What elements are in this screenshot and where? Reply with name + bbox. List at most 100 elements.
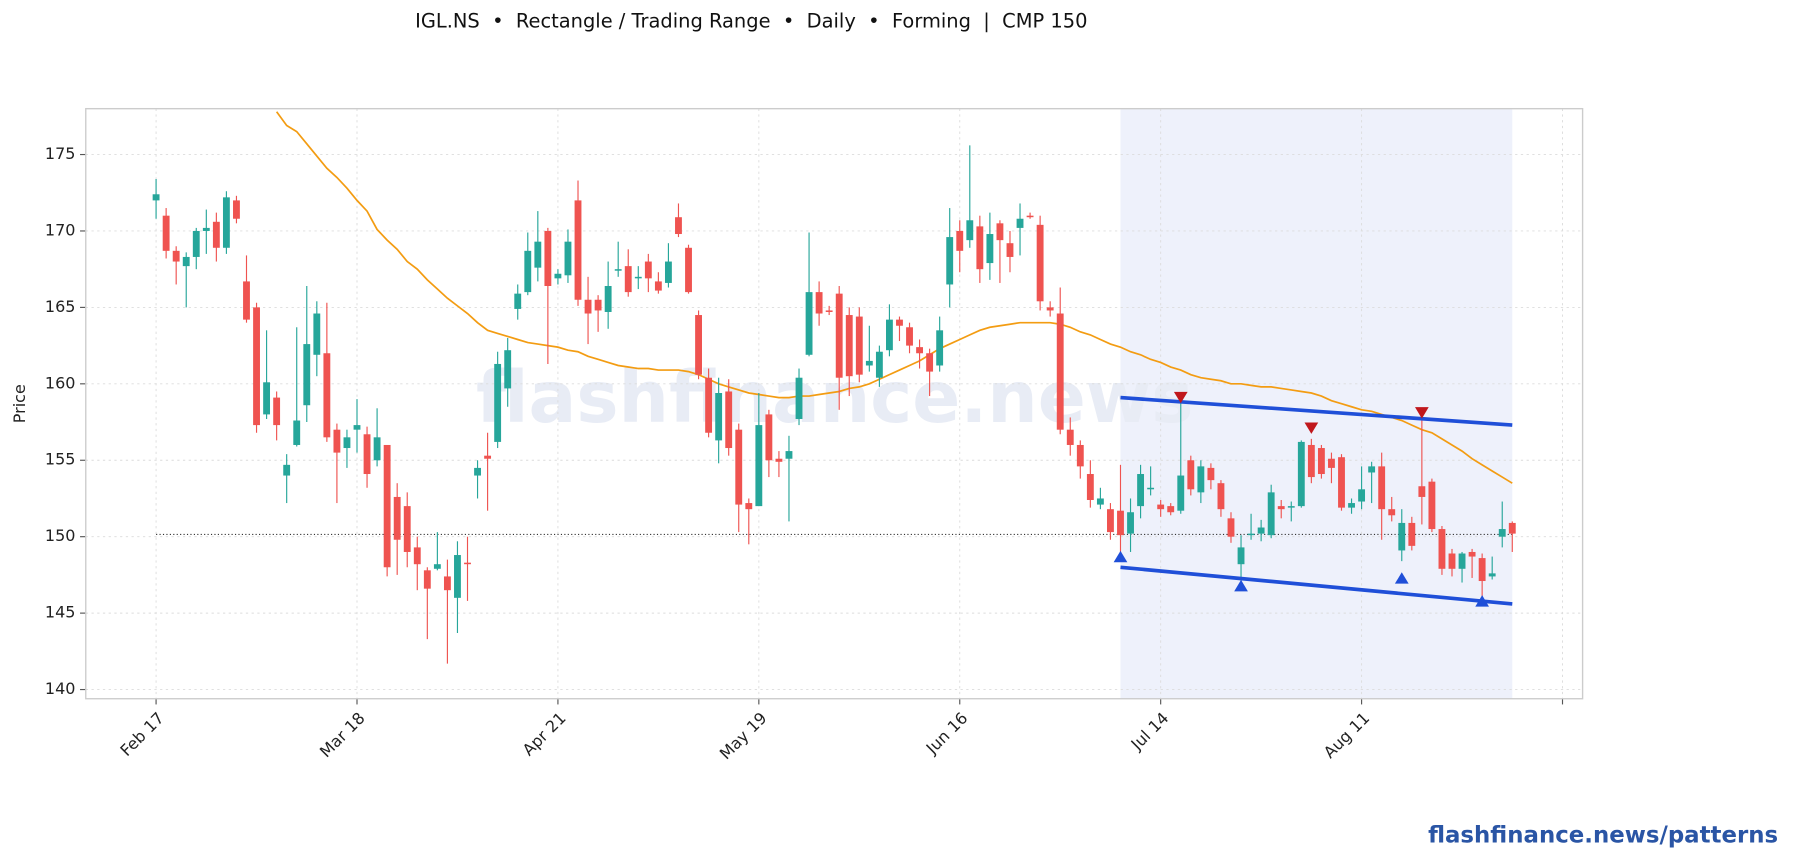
- candle-body: [875, 351, 883, 378]
- candle-body: [1217, 483, 1225, 510]
- candle-body: [1006, 243, 1014, 257]
- candle-body: [725, 391, 733, 449]
- candle-body: [1177, 475, 1185, 511]
- y-tick-label: 165: [45, 297, 76, 316]
- candle-body: [1418, 486, 1426, 497]
- y-tick-label: 150: [45, 526, 76, 545]
- candle-body: [1488, 573, 1496, 577]
- candle-body: [966, 220, 974, 241]
- candle-body: [1096, 498, 1104, 505]
- candle-body: [1237, 547, 1245, 565]
- moving-average: [275, 111, 1513, 484]
- candle-body: [273, 397, 281, 426]
- candle-body: [785, 451, 793, 459]
- candle-body: [1478, 558, 1486, 582]
- candle-body: [805, 292, 813, 355]
- candle-body: [1498, 529, 1506, 537]
- candle-body: [353, 425, 361, 430]
- candle-body: [1338, 457, 1345, 508]
- candle-body: [1448, 553, 1456, 569]
- candle-body: [1026, 215, 1034, 218]
- x-tick-label: Apr 21: [519, 708, 570, 759]
- candle-body: [1328, 458, 1335, 468]
- candle-body: [695, 315, 702, 375]
- candle-body: [1117, 510, 1124, 536]
- candle-body: [926, 353, 934, 372]
- candle-body: [795, 377, 803, 419]
- candle-body: [996, 223, 1004, 241]
- candle-body: [1388, 509, 1396, 516]
- y-tick-label: 160: [45, 373, 76, 392]
- candle-body: [1368, 466, 1376, 473]
- candle-body: [654, 281, 662, 291]
- candle-body: [775, 458, 783, 462]
- pivot-high-marker: [1415, 407, 1429, 419]
- candle-body: [182, 256, 190, 267]
- candle-body: [172, 250, 180, 262]
- candle-body: [755, 425, 763, 507]
- candle-body: [865, 360, 873, 366]
- candle-body: [1468, 551, 1476, 557]
- candle-body: [1277, 506, 1285, 510]
- candle-body: [825, 310, 833, 312]
- candle-body: [644, 261, 652, 279]
- pivot-low-marker: [1113, 550, 1128, 563]
- candle-body: [333, 429, 341, 453]
- candle-body: [855, 316, 863, 375]
- pivot-low-marker: [1394, 572, 1409, 584]
- candle-body: [383, 444, 391, 568]
- candle-body: [685, 247, 692, 293]
- candle-body: [624, 266, 632, 293]
- candle-body: [584, 299, 592, 314]
- candle-body: [494, 363, 502, 442]
- candle-body: [343, 437, 351, 449]
- candle-body: [976, 226, 984, 270]
- candle-body: [534, 241, 542, 268]
- candle-body: [765, 414, 773, 461]
- candle-body: [664, 261, 672, 283]
- candle-body: [1147, 487, 1155, 490]
- footer: flashfinance.news/patterns: [1428, 822, 1778, 848]
- x-tick-label: May 19: [716, 708, 771, 763]
- candle-body: [1398, 522, 1406, 551]
- candle-body: [946, 237, 954, 285]
- pivot-low-marker: [1234, 579, 1248, 592]
- candle-body: [1297, 441, 1305, 507]
- plot-area: flashfinance.news: [85, 108, 1583, 699]
- resistance-line: [1120, 395, 1513, 427]
- pivot-high-marker: [1173, 391, 1188, 404]
- candle-body: [835, 293, 843, 378]
- candle-body: [715, 392, 723, 441]
- candle-body: [243, 281, 250, 320]
- x-tick-label: Jul 14: [1127, 708, 1173, 754]
- candle-body: [1378, 466, 1386, 510]
- candle-body: [1317, 448, 1325, 475]
- pivot-high-marker: [1304, 422, 1319, 434]
- candle-body: [373, 437, 381, 461]
- candle-body: [423, 570, 431, 589]
- candle-body: [1157, 504, 1165, 510]
- candle-body: [705, 377, 713, 433]
- candle-body: [1167, 506, 1175, 513]
- candle-body: [544, 230, 552, 286]
- y-tick-label: 155: [45, 450, 76, 469]
- watermark: flashfinance.news: [476, 356, 1193, 439]
- candle-body: [574, 200, 582, 300]
- y-tick-label: 170: [45, 220, 76, 239]
- candle-body: [253, 307, 260, 426]
- candle-body: [815, 292, 823, 314]
- candle-body: [906, 327, 913, 346]
- candle-body: [1307, 444, 1315, 478]
- candle-body: [1458, 553, 1466, 569]
- candle-body: [1107, 509, 1114, 533]
- candle-body: [845, 315, 853, 377]
- candle-body: [594, 299, 602, 311]
- candle-body: [614, 269, 622, 271]
- candle-body: [222, 197, 230, 248]
- candle-body: [474, 467, 481, 476]
- candle-body: [464, 562, 471, 565]
- candle-body: [393, 496, 401, 540]
- candle-body: [1207, 467, 1215, 481]
- x-tick-label: Jun 16: [922, 708, 972, 758]
